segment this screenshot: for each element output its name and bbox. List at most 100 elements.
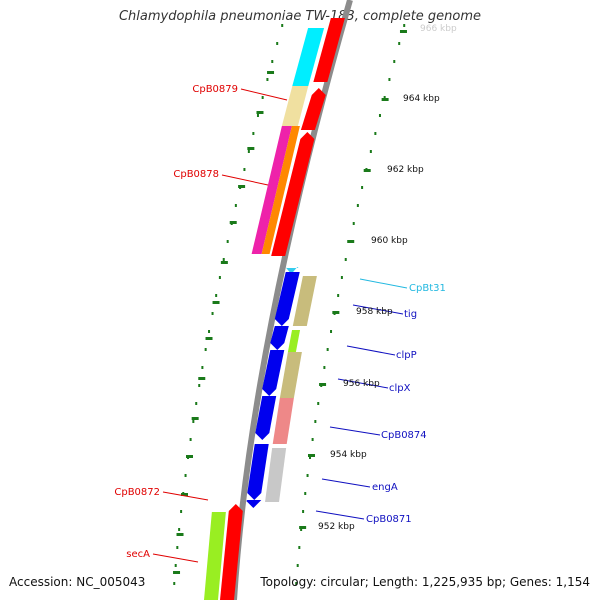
feature-clpp-cds[interactable] (270, 326, 289, 350)
dot-ring-right (306, 474, 309, 477)
dot-ring-right (403, 24, 406, 27)
feature-cpbt31-trna[interactable] (285, 267, 299, 274)
dot-ring-right (314, 420, 317, 423)
feature-tig-khaki[interactable] (292, 276, 317, 326)
dot-ring-left (201, 366, 204, 369)
scale-tick (186, 455, 194, 458)
scale-tick (308, 454, 316, 457)
dot-ring-right (344, 258, 347, 261)
gene-label-tig[interactable]: tig (404, 309, 417, 320)
leader-cpb0879 (240, 88, 288, 101)
tick-dots (173, 24, 406, 585)
leader-cpbt31 (359, 278, 408, 289)
dot-ring-right (326, 348, 329, 351)
scale-tick (247, 147, 255, 150)
dot-ring-right (302, 510, 305, 513)
dot-ring-right (393, 60, 396, 63)
gene-label-cpbt31[interactable]: CpBt31 (409, 283, 446, 294)
feature-cpb0871-cds[interactable] (246, 500, 262, 508)
dot-ring-left (222, 258, 225, 261)
dot-ring-left (208, 330, 211, 333)
gene-label-seca[interactable]: secA (126, 549, 150, 560)
leader-cpb0874 (329, 426, 381, 436)
dot-ring-right (361, 186, 364, 189)
dot-ring-left (178, 528, 181, 531)
scale-tick (299, 526, 307, 529)
dot-ring-right (356, 204, 359, 207)
leader-cpb0872 (162, 491, 209, 501)
feature-clpp-green[interactable] (287, 330, 301, 352)
feature-tig-cds[interactable] (274, 272, 300, 326)
dot-ring-right (352, 222, 355, 225)
feature-cpb0879-wheat[interactable] (281, 86, 309, 126)
feature-seca-green[interactable] (204, 512, 226, 600)
gene-label-cpb0874[interactable]: CpB0874 (381, 430, 427, 441)
scale-tick (347, 240, 355, 243)
dot-ring-left (234, 204, 237, 207)
scale-label-964: 964 kbp (403, 94, 440, 104)
scale-tick (319, 383, 327, 386)
dot-ring-right (296, 564, 299, 567)
dot-ring-left (266, 78, 269, 81)
feature-cds-top[interactable] (313, 18, 345, 82)
dot-ring-left (247, 150, 250, 153)
feature-cpb0879-cds[interactable] (300, 88, 326, 130)
scale-label-966: 966 kbp (420, 24, 457, 34)
dot-ring-left (276, 42, 279, 45)
gene-features[interactable] (204, 18, 345, 600)
dot-ring-right (311, 438, 314, 441)
dot-ring-left (195, 402, 198, 405)
gene-label-cpb0871[interactable]: CpB0871 (366, 514, 412, 525)
gene-label-clpx[interactable]: clpX (389, 383, 411, 394)
dot-ring-left (215, 294, 218, 297)
dot-ring-right (337, 294, 340, 297)
dot-ring-left (174, 564, 177, 567)
feature-cpb0878-magenta[interactable] (251, 126, 292, 254)
dot-ring-left (281, 24, 284, 27)
scale-tick (332, 311, 340, 314)
feature-cpb0878-cds[interactable] (271, 132, 315, 256)
leader-cpb0878 (221, 174, 269, 186)
dot-ring-left (189, 438, 192, 441)
gene-label-cpb0878[interactable]: CpB0878 (173, 169, 219, 180)
gene-label-cpb0879[interactable]: CpB0879 (192, 84, 238, 95)
gene-label-clpp[interactable]: clpP (396, 350, 417, 361)
feature-cyan-top[interactable] (292, 28, 325, 86)
dot-ring-right (300, 528, 303, 531)
feature-clpx-cds[interactable] (262, 350, 285, 396)
feature-cpb0878-orange[interactable] (261, 126, 300, 254)
gene-label-enga[interactable]: engA (372, 482, 398, 493)
scale-tick (212, 301, 220, 304)
feature-enga-cds[interactable] (247, 444, 269, 500)
feature-cpb0874-pink[interactable] (272, 398, 294, 444)
scale-tick (173, 571, 181, 574)
scale-label-956: 956 kbp (343, 379, 380, 389)
scale-label-954: 954 kbp (330, 450, 367, 460)
dot-ring-left (218, 276, 221, 279)
dot-ring-left (176, 546, 179, 549)
dot-ring-right (388, 78, 391, 81)
scale-label-958: 958 kbp (356, 307, 393, 317)
leader-seca (152, 553, 199, 563)
dot-ring-right (304, 492, 307, 495)
dot-ring-left (198, 384, 201, 387)
dot-ring-left (211, 312, 214, 315)
scale-tick (238, 185, 246, 188)
feature-cpb0874-cds[interactable] (255, 396, 277, 440)
dot-ring-right (398, 42, 401, 45)
accession-text: Accession: NC_005043 (9, 575, 146, 589)
feature-seca-cds[interactable] (220, 504, 243, 600)
dot-ring-right (330, 330, 333, 333)
dot-ring-left (226, 240, 229, 243)
dot-ring-left (204, 348, 207, 351)
feature-clpx-khaki[interactable] (279, 352, 302, 398)
map-title: Chlamydophila pneumoniae TW-183, complet… (118, 9, 482, 24)
scale-tick (267, 71, 275, 74)
feature-enga-gray[interactable] (265, 448, 287, 502)
scale-tick (205, 337, 213, 340)
dot-ring-left (180, 510, 183, 513)
scale-tick (381, 98, 389, 101)
gene-label-cpb0872[interactable]: CpB0872 (114, 487, 160, 498)
scale-label-962: 962 kbp (387, 165, 424, 175)
dot-ring-left (243, 168, 246, 171)
